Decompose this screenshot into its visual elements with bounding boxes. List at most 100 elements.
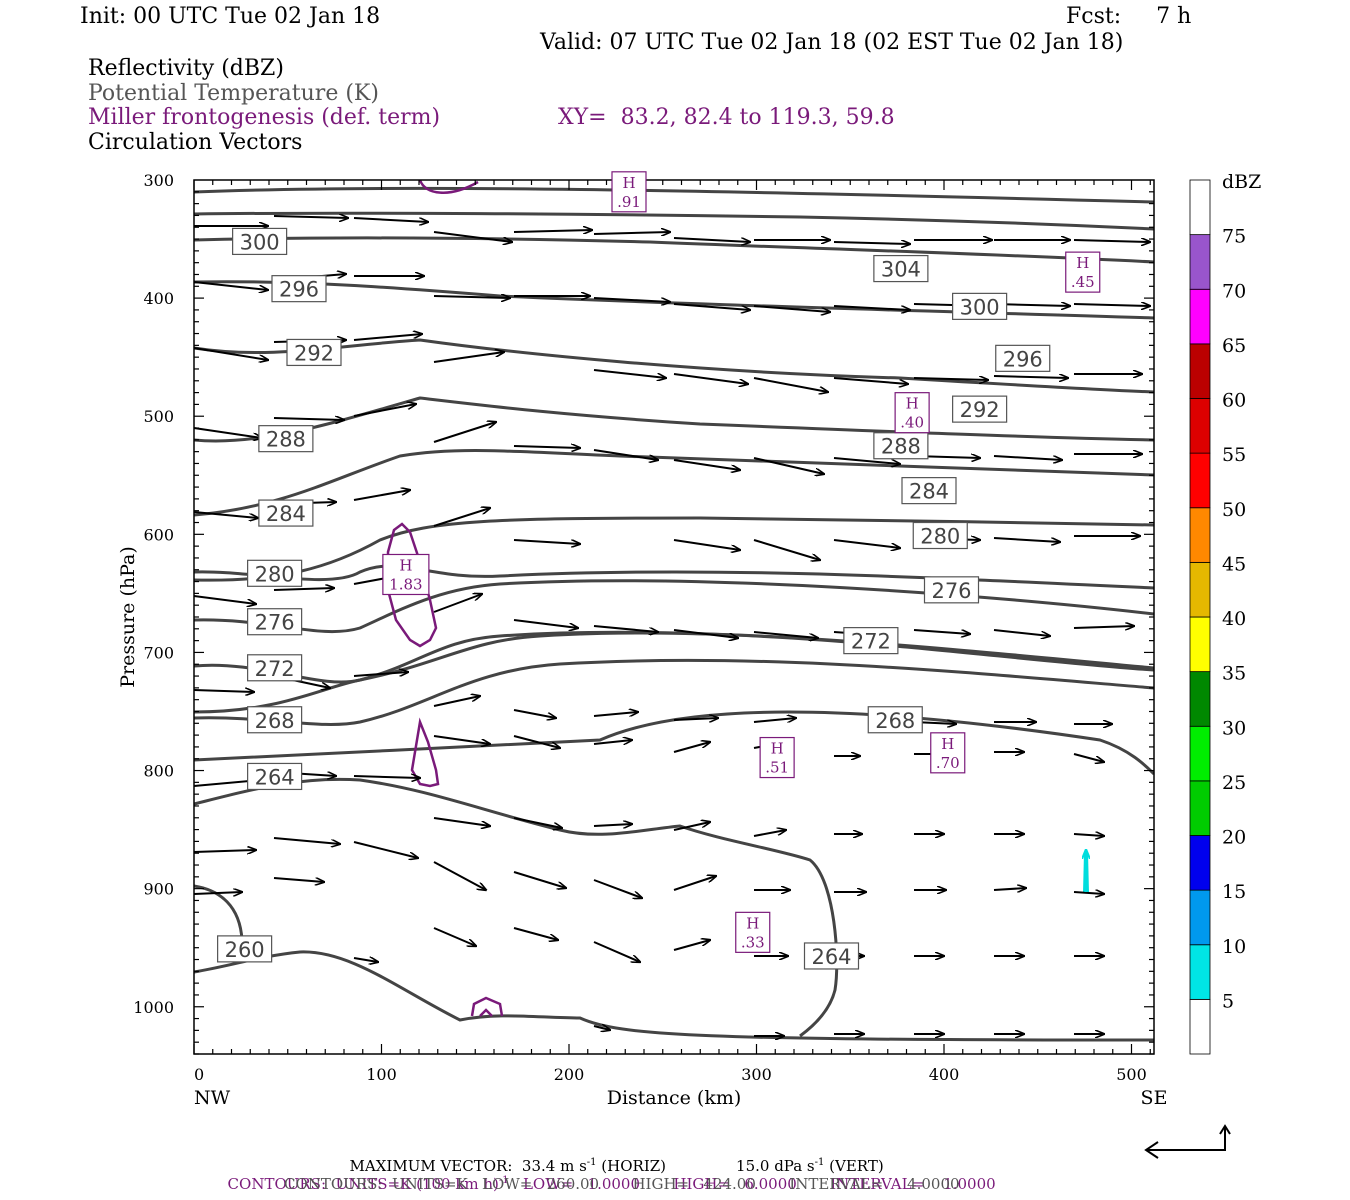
- vector: [833, 377, 908, 384]
- vector: [353, 958, 378, 962]
- theta-label-box: [923, 576, 980, 604]
- frontogenesis-range: LOW= 1.0000 HIGH= 6.0000 INTERVAL= 1.000…: [508, 1175, 996, 1193]
- axis-ticks: [193, 180, 1154, 1055]
- vector: [673, 742, 710, 753]
- vector: [593, 941, 640, 962]
- theta-label: 288: [258, 425, 314, 453]
- vector: [273, 216, 348, 218]
- forecast-hour: Fcst: 7 h: [1066, 4, 1192, 29]
- vector: [673, 822, 710, 831]
- theta-label-box: [286, 338, 342, 367]
- vector: [433, 352, 504, 363]
- y-tick-label: 400: [143, 289, 174, 308]
- vector: [433, 296, 510, 298]
- theta-label: 292: [286, 338, 342, 367]
- frontogenesis-max-value: .40: [900, 414, 924, 432]
- theta-label-text: 272: [255, 657, 295, 681]
- theta-label-box: [873, 254, 929, 283]
- theta-label: 272: [843, 627, 899, 655]
- vector: [753, 718, 796, 723]
- theta-label-text: 264: [255, 765, 295, 789]
- frontogenesis-max-box: [930, 732, 966, 774]
- theta-label: 288: [873, 432, 929, 460]
- y-tick-label: 500: [143, 407, 174, 426]
- theta-label: 292: [952, 395, 1008, 423]
- theta-label: 296: [995, 344, 1051, 372]
- theta-label: 268: [247, 706, 303, 734]
- reflectivity-colorbar: 5 10 15 20 25 30 35 40 45 50 55 60 65 70 75 dBZ: [1189, 171, 1261, 1055]
- theta-label-text: 276: [931, 579, 971, 603]
- frontogenesis-max-value: .33: [741, 933, 765, 951]
- theta-label-box: [901, 477, 957, 505]
- theta-contour: [194, 280, 1154, 320]
- x-end-left: NW: [194, 1087, 231, 1109]
- theta-label: 276: [923, 576, 980, 604]
- colorbar-swatch: [1189, 998, 1211, 1055]
- theta-contour: [194, 710, 1154, 776]
- vector: [353, 404, 416, 417]
- frontogenesis-max: H.70: [930, 732, 966, 774]
- theta-label-box: [912, 521, 968, 550]
- vector: [193, 347, 268, 360]
- colorbar-label: 30: [1222, 717, 1246, 739]
- theta-label-box: [247, 762, 303, 791]
- vector: [593, 625, 658, 632]
- vector: [593, 740, 632, 745]
- colorbar-swatch: [1189, 889, 1211, 946]
- max-vector-vert: 15.0 dPa s: [736, 1157, 815, 1175]
- theta-label-text: 280: [255, 562, 295, 586]
- vector: [353, 841, 418, 858]
- theta-label: 280: [247, 559, 303, 587]
- colorbar-title: dBZ: [1222, 171, 1261, 193]
- vector: [593, 1026, 610, 1030]
- theta-contour: [194, 396, 1154, 443]
- vector: [753, 377, 828, 392]
- frontogenesis-contour: [470, 996, 504, 1017]
- vector: [993, 888, 1026, 890]
- colorbar-label: 55: [1222, 444, 1246, 466]
- vector: [433, 422, 496, 443]
- theta-contour-note: CONTOURS: UNITS=K LOW= 260.00 HIGH= 424.…: [284, 1175, 960, 1193]
- theta-contour: [194, 516, 1154, 582]
- colorbar-label: 70: [1222, 280, 1246, 302]
- theta-contours: [194, 186, 1154, 1042]
- vector: [193, 511, 258, 518]
- colorbar-swatch: [1189, 452, 1211, 509]
- vector: [833, 457, 900, 464]
- cross-section-endpoints: XY= 83.2, 82.4 to 119.3, 59.8: [558, 105, 895, 130]
- theta-contour: [194, 631, 1154, 714]
- frontogenesis-max-letter: H: [906, 395, 919, 413]
- theta-label-box: [247, 559, 303, 587]
- theta-label-text: 260: [225, 938, 265, 962]
- vector: [193, 850, 256, 852]
- colorbar-swatch: [1189, 835, 1211, 891]
- colorbar-label: 40: [1222, 608, 1246, 630]
- theta-label-text: 268: [255, 709, 295, 733]
- x-tick-label: 300: [741, 1065, 772, 1084]
- vector: [673, 373, 748, 384]
- frontogenesis-max-letter: H: [771, 740, 784, 758]
- frontogenesis-contour: [410, 717, 440, 788]
- y-tick-label: 800: [143, 762, 174, 781]
- frontogenesis-contour-note: CONTOURS: UNITS=K (100 km h)-1 LOW= 1.00…: [218, 1157, 996, 1193]
- field-theta: Potential Temperature (K): [88, 81, 379, 106]
- theta-label-box: [867, 706, 923, 734]
- theta-label-box: [843, 627, 899, 655]
- colorbar-swatch: [1189, 725, 1211, 782]
- vector: [353, 672, 408, 677]
- colorbar-swatch: [1189, 179, 1211, 236]
- frontogenesis-max-box: [894, 392, 930, 434]
- x-tick-label: 500: [1116, 1065, 1147, 1084]
- colorbar-swatch: [1189, 780, 1211, 836]
- theta-contour: [194, 630, 1154, 684]
- vector: [593, 712, 638, 717]
- max-vector-vert-unit: (VERT): [824, 1157, 884, 1175]
- colorbar-label: 25: [1222, 772, 1246, 794]
- vector: [753, 830, 786, 837]
- frontogenesis-max-box: [759, 736, 795, 779]
- y-tick-label: 1000: [133, 998, 174, 1017]
- vector: [513, 709, 556, 718]
- theta-label-text: 288: [881, 435, 921, 459]
- field-vectors: Circulation Vectors: [88, 130, 303, 155]
- init-time: Init: 00 UTC Tue 02 Jan 18: [80, 4, 381, 29]
